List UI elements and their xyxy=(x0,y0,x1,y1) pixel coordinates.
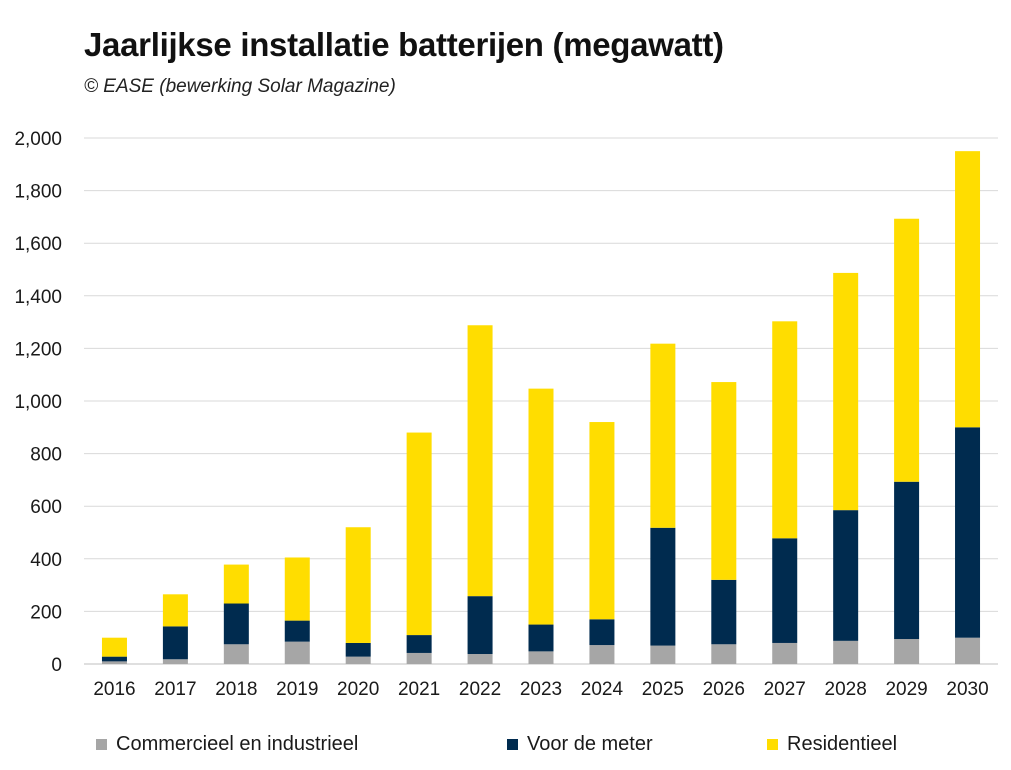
bar-voor-de-meter-2028 xyxy=(833,510,859,641)
legend-label-commercieel: Commercieel en industrieel xyxy=(116,733,359,755)
y-tick-label: 2,000 xyxy=(14,129,62,150)
chart-subtitle: © EASE (bewerking Solar Magazine) xyxy=(84,76,396,97)
bar-residentieel-2026 xyxy=(711,382,737,580)
y-tick-label: 400 xyxy=(30,550,62,571)
x-tick-label: 2021 xyxy=(398,679,440,700)
bar-voor-de-meter-2022 xyxy=(467,596,493,655)
x-tick-label: 2025 xyxy=(642,679,684,700)
y-tick-label: 1,400 xyxy=(14,287,62,308)
x-tick-label: 2017 xyxy=(154,679,196,700)
bar-commercieel-2021 xyxy=(406,652,432,664)
x-tick-label: 2029 xyxy=(885,679,927,700)
y-tick-label: 0 xyxy=(51,655,62,676)
bar-voor-de-meter-2017 xyxy=(162,626,188,660)
bar-residentieel-2025 xyxy=(650,343,676,528)
bar-residentieel-2028 xyxy=(833,272,859,511)
legend-label-voor-de-meter: Voor de meter xyxy=(527,733,653,755)
bar-residentieel-2018 xyxy=(223,564,249,604)
y-tick-label: 600 xyxy=(30,497,62,518)
bar-commercieel-2016 xyxy=(101,661,127,664)
bar-residentieel-2027 xyxy=(772,321,798,539)
legend-swatch-residentieel xyxy=(767,739,778,750)
bar-residentieel-2024 xyxy=(589,422,615,620)
y-tick-label: 800 xyxy=(30,445,62,466)
bar-residentieel-2030 xyxy=(955,151,981,428)
bar-commercieel-2025 xyxy=(650,645,676,664)
bar-commercieel-2026 xyxy=(711,644,737,664)
legend-label-residentieel: Residentieel xyxy=(787,733,898,755)
x-tick-label: 2024 xyxy=(581,679,624,700)
bar-voor-de-meter-2024 xyxy=(589,619,615,646)
bar-voor-de-meter-2025 xyxy=(650,527,676,646)
bar-commercieel-2023 xyxy=(528,651,554,664)
y-tick-label: 1,600 xyxy=(14,234,62,255)
bar-residentieel-2023 xyxy=(528,388,554,625)
bar-commercieel-2017 xyxy=(162,659,188,664)
chart-legend: Commercieel en industrieel Voor de meter… xyxy=(0,733,1011,759)
legend-item-residentieel: Residentieel xyxy=(767,733,897,756)
bar-voor-de-meter-2023 xyxy=(528,624,554,652)
legend-swatch-voor-de-meter xyxy=(507,739,518,750)
x-tick-label: 2026 xyxy=(703,679,745,700)
bar-commercieel-2030 xyxy=(955,637,981,664)
bar-voor-de-meter-2029 xyxy=(894,481,920,640)
bar-commercieel-2027 xyxy=(772,642,798,664)
bar-commercieel-2028 xyxy=(833,640,859,664)
x-axis-ticks: 2016 2017 2018 2019 2020 2021 2022 2023 2024 2025… xyxy=(93,679,988,700)
bar-residentieel-2021 xyxy=(406,432,432,636)
y-axis-ticks: 0 200 400 600 800 1,000 1,200 1,400 1,600 1,800 2,… xyxy=(14,129,62,676)
bar-voor-de-meter-2018 xyxy=(223,603,249,645)
bar-voor-de-meter-2026 xyxy=(711,579,737,645)
x-tick-label: 2027 xyxy=(764,679,806,700)
bar-commercieel-2019 xyxy=(284,641,310,664)
bar-residentieel-2022 xyxy=(467,325,493,597)
x-tick-label: 2019 xyxy=(276,679,318,700)
x-tick-label: 2016 xyxy=(93,679,135,700)
x-tick-label: 2018 xyxy=(215,679,257,700)
bar-residentieel-2020 xyxy=(345,527,371,643)
bar-residentieel-2019 xyxy=(284,557,310,621)
bar-commercieel-2020 xyxy=(345,656,371,664)
bar-commercieel-2022 xyxy=(467,654,493,664)
legend-swatch-commercieel xyxy=(96,739,107,750)
bar-voor-de-meter-2019 xyxy=(284,620,310,642)
y-tick-label: 200 xyxy=(30,602,62,623)
bar-commercieel-2024 xyxy=(589,645,615,664)
bar-voor-de-meter-2027 xyxy=(772,538,798,643)
bar-commercieel-2029 xyxy=(894,639,920,664)
chart-title: Jaarlijkse installatie batterijen (megaw… xyxy=(84,26,724,63)
bar-voor-de-meter-2021 xyxy=(406,635,432,653)
x-tick-label: 2020 xyxy=(337,679,379,700)
bar-voor-de-meter-2020 xyxy=(345,642,371,657)
bar-voor-de-meter-2016 xyxy=(101,656,127,662)
bar-commercieel-2018 xyxy=(223,644,249,664)
y-tick-label: 1,000 xyxy=(14,392,62,413)
x-tick-label: 2023 xyxy=(520,679,562,700)
legend-item-voor-de-meter: Voor de meter xyxy=(507,733,653,756)
x-tick-label: 2030 xyxy=(946,679,988,700)
legend-item-commercieel: Commercieel en industrieel xyxy=(96,733,358,756)
bar-residentieel-2016 xyxy=(101,637,127,657)
y-tick-label: 1,200 xyxy=(14,339,62,360)
x-tick-label: 2028 xyxy=(825,679,867,700)
bar-residentieel-2017 xyxy=(162,594,188,627)
y-tick-label: 1,800 xyxy=(14,182,62,203)
bars xyxy=(101,151,981,664)
x-tick-label: 2022 xyxy=(459,679,501,700)
bar-residentieel-2029 xyxy=(894,218,920,482)
bar-voor-de-meter-2030 xyxy=(955,427,981,638)
